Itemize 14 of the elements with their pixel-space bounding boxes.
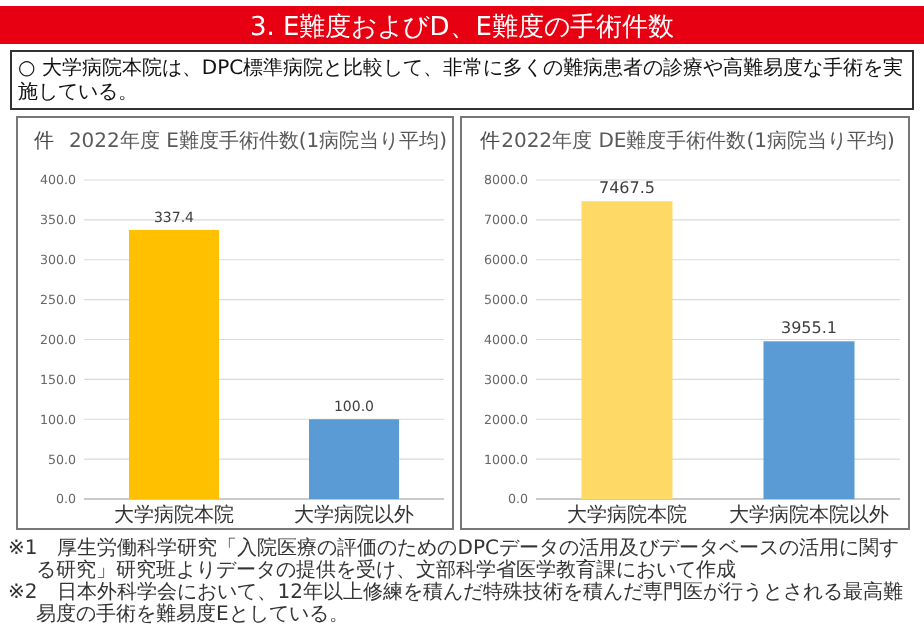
chart-title: 2022年度 E難度手術件数(1病院当り平均) [68,129,448,153]
data-label: 3955.1 [781,319,837,338]
y-axis-title: 件 [480,131,500,153]
x-tick-label: 大学病院本院以外 [729,503,889,527]
data-label: 7467.5 [599,179,655,198]
x-tick-label: 大学病院以外 [294,503,414,527]
x-tick-label: 大学病院本院 [114,503,234,527]
y-axis-title: 件 [34,131,54,153]
text: 3. E難度およびD、E難度の手術件数 [250,11,674,43]
text: ※2 日本外科学会において、12年以上修練を積んだ特殊技術を積んだ専門医が行うとされる最高難易度の手術を難易度Eとしている。 [8,580,903,626]
text: ※1 厚生労働科学研究「入院医療の評価のためのDPCデータの活用及びデータベースの活用に関する研究」研究班よりデータの提供を受け、文部科学省医学教育課において作成 [8,536,899,582]
text: ○ 大学病院本院は、DPC標準病院と比較して、非常に多くの難病患者の診療や高難易度な手術を実施している。 [18,56,904,104]
x-tick-label: 大学病院本院 [567,503,687,527]
chart-title: 2022年度 DE難度手術件数(1病院当り平均) [501,129,896,153]
